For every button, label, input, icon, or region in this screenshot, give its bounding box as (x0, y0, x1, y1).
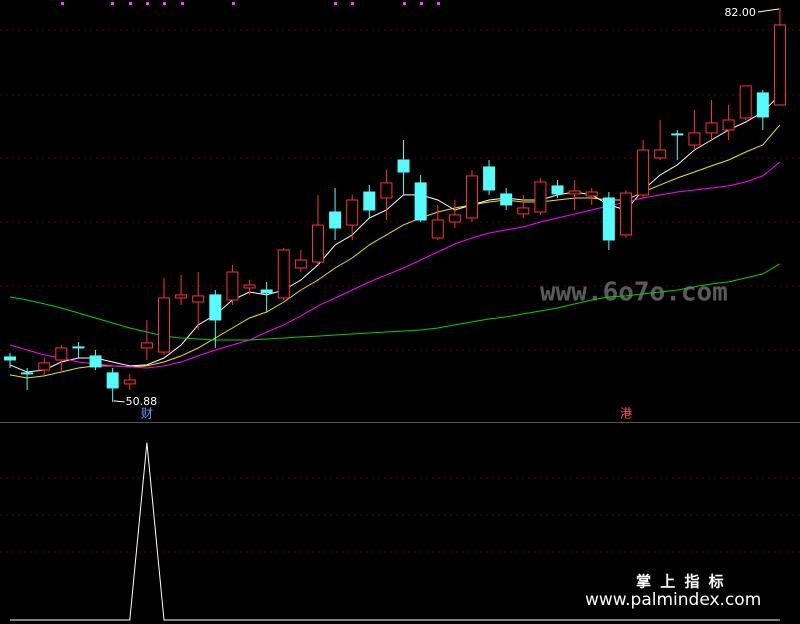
candle-body (380, 182, 393, 199)
grid (0, 29, 800, 553)
candle-body (619, 192, 632, 236)
candle-body (346, 199, 359, 226)
signal-dot (146, 2, 149, 5)
candle-body (602, 197, 615, 241)
signal-dot (181, 2, 184, 5)
candle-body (585, 191, 598, 197)
candle-body (226, 271, 239, 301)
signal-dot (420, 2, 423, 5)
watermark-site: www.6o7o.com (540, 278, 728, 308)
candle-body (329, 211, 342, 229)
moving-average (9, 263, 781, 341)
candle-body (175, 294, 188, 299)
candle-body (722, 119, 735, 131)
candle-body (397, 159, 410, 173)
candle-body (773, 24, 786, 106)
annotation: 50.88 (126, 395, 158, 408)
annotation-arrow (113, 400, 125, 403)
candle-body (517, 207, 530, 215)
signal-dot (111, 2, 114, 5)
candle-body (72, 346, 85, 349)
candle-body (465, 175, 478, 219)
candle-body (55, 347, 68, 361)
candle-body (448, 214, 461, 223)
annotation-arrow (757, 8, 780, 13)
moving-average (9, 94, 781, 373)
candle-body (243, 284, 256, 289)
candle-body (209, 294, 222, 321)
candle-body (4, 356, 16, 361)
annotation: 82.00 (724, 6, 756, 19)
candle-body (294, 259, 307, 269)
candle-body (106, 372, 119, 389)
signal-dot (437, 2, 440, 5)
watermark-brand: 掌 上 指 标 (636, 573, 726, 591)
candle-body (157, 297, 170, 353)
candle-body (483, 166, 496, 191)
signal-dot (403, 2, 406, 5)
candle-body (140, 342, 153, 349)
candle-body (21, 372, 34, 375)
candle-body (414, 182, 427, 221)
candle-body (89, 355, 102, 368)
candle-body (38, 362, 51, 371)
watermark-url: www.palmindex.com (585, 590, 761, 610)
candle-body (534, 181, 547, 213)
candle-body (431, 219, 444, 239)
moving-average (9, 124, 781, 379)
candle-body (654, 149, 667, 159)
candle-body (688, 132, 701, 146)
candle-body (123, 379, 136, 385)
candle-body (637, 149, 650, 196)
event-label: 财 (141, 407, 153, 421)
candle-body (568, 190, 581, 195)
moving-average (9, 161, 781, 369)
signal-dot (129, 2, 132, 5)
indicator-line (10, 442, 780, 621)
candle-body (500, 193, 513, 206)
candle-body (671, 133, 684, 136)
signal-dots (61, 2, 440, 5)
signal-dot (61, 2, 64, 5)
candle-body (756, 92, 769, 118)
candle-body (551, 185, 564, 195)
candle-body (192, 295, 205, 303)
candle-body (705, 122, 718, 134)
event-label: 港 (620, 407, 632, 421)
candle-body (277, 249, 290, 299)
candle-body (739, 85, 752, 119)
signal-dot (351, 2, 354, 5)
signal-dot (163, 2, 166, 5)
signal-dot (232, 2, 235, 5)
candle-body (363, 191, 376, 211)
candle-body (260, 289, 273, 294)
signal-dot (334, 2, 337, 5)
candle-body (311, 224, 324, 263)
